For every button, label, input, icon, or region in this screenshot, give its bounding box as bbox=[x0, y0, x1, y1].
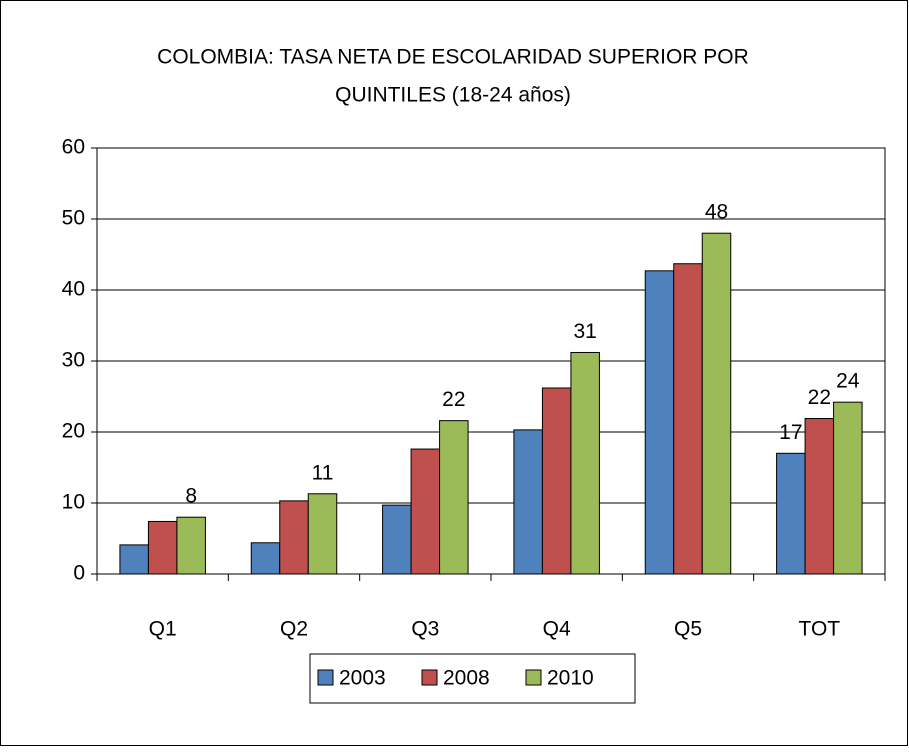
y-tick-label: 10 bbox=[62, 491, 85, 514]
bar bbox=[119, 544, 149, 575]
bar bbox=[382, 504, 412, 575]
x-tick-label: Q4 bbox=[543, 618, 571, 641]
legend-swatch bbox=[317, 669, 334, 686]
bar bbox=[541, 387, 572, 575]
data-label: 24 bbox=[836, 370, 860, 393]
x-tick-label: TOT bbox=[799, 618, 841, 641]
data-label: 22 bbox=[442, 388, 465, 411]
bar bbox=[439, 420, 469, 575]
bar bbox=[804, 418, 835, 575]
bar bbox=[513, 429, 543, 575]
legend-label: 2008 bbox=[443, 667, 490, 690]
bar bbox=[410, 448, 441, 575]
data-label: 22 bbox=[808, 386, 831, 409]
y-tick-label: 50 bbox=[62, 207, 85, 230]
y-tick-label: 0 bbox=[73, 562, 85, 585]
bar bbox=[673, 263, 703, 575]
legend-box bbox=[309, 653, 636, 704]
y-tick-label: 40 bbox=[62, 278, 85, 301]
legend-label: 2010 bbox=[547, 667, 594, 690]
x-tick-label: Q2 bbox=[280, 618, 308, 641]
bar bbox=[776, 452, 806, 575]
chart-title: COLOMBIA: TASA NETA DE ESCOLARIDAD SUPER… bbox=[157, 46, 749, 69]
bar bbox=[250, 542, 281, 575]
bar bbox=[701, 232, 732, 575]
bar bbox=[147, 520, 178, 575]
y-tick-label: 30 bbox=[62, 349, 85, 372]
data-label: 11 bbox=[312, 461, 334, 484]
data-label: 48 bbox=[705, 201, 728, 224]
legend-label: 2003 bbox=[339, 667, 386, 690]
bar bbox=[307, 493, 338, 575]
data-label: 17 bbox=[779, 421, 802, 444]
legend-swatch bbox=[421, 669, 438, 686]
bar bbox=[176, 516, 206, 575]
bar bbox=[644, 270, 675, 575]
bar bbox=[570, 351, 600, 575]
bar bbox=[279, 500, 309, 575]
x-tick-label: Q5 bbox=[674, 618, 702, 641]
y-tick-label: 20 bbox=[62, 420, 85, 443]
x-tick-label: Q3 bbox=[411, 618, 439, 641]
data-label: 31 bbox=[573, 320, 596, 343]
chart-title: QUINTILES (18-24 años) bbox=[335, 84, 571, 107]
bar bbox=[833, 401, 863, 575]
data-label: 8 bbox=[185, 485, 197, 508]
legend-swatch bbox=[525, 669, 542, 686]
y-tick-label: 60 bbox=[62, 136, 85, 159]
x-tick-label: Q1 bbox=[149, 618, 177, 641]
